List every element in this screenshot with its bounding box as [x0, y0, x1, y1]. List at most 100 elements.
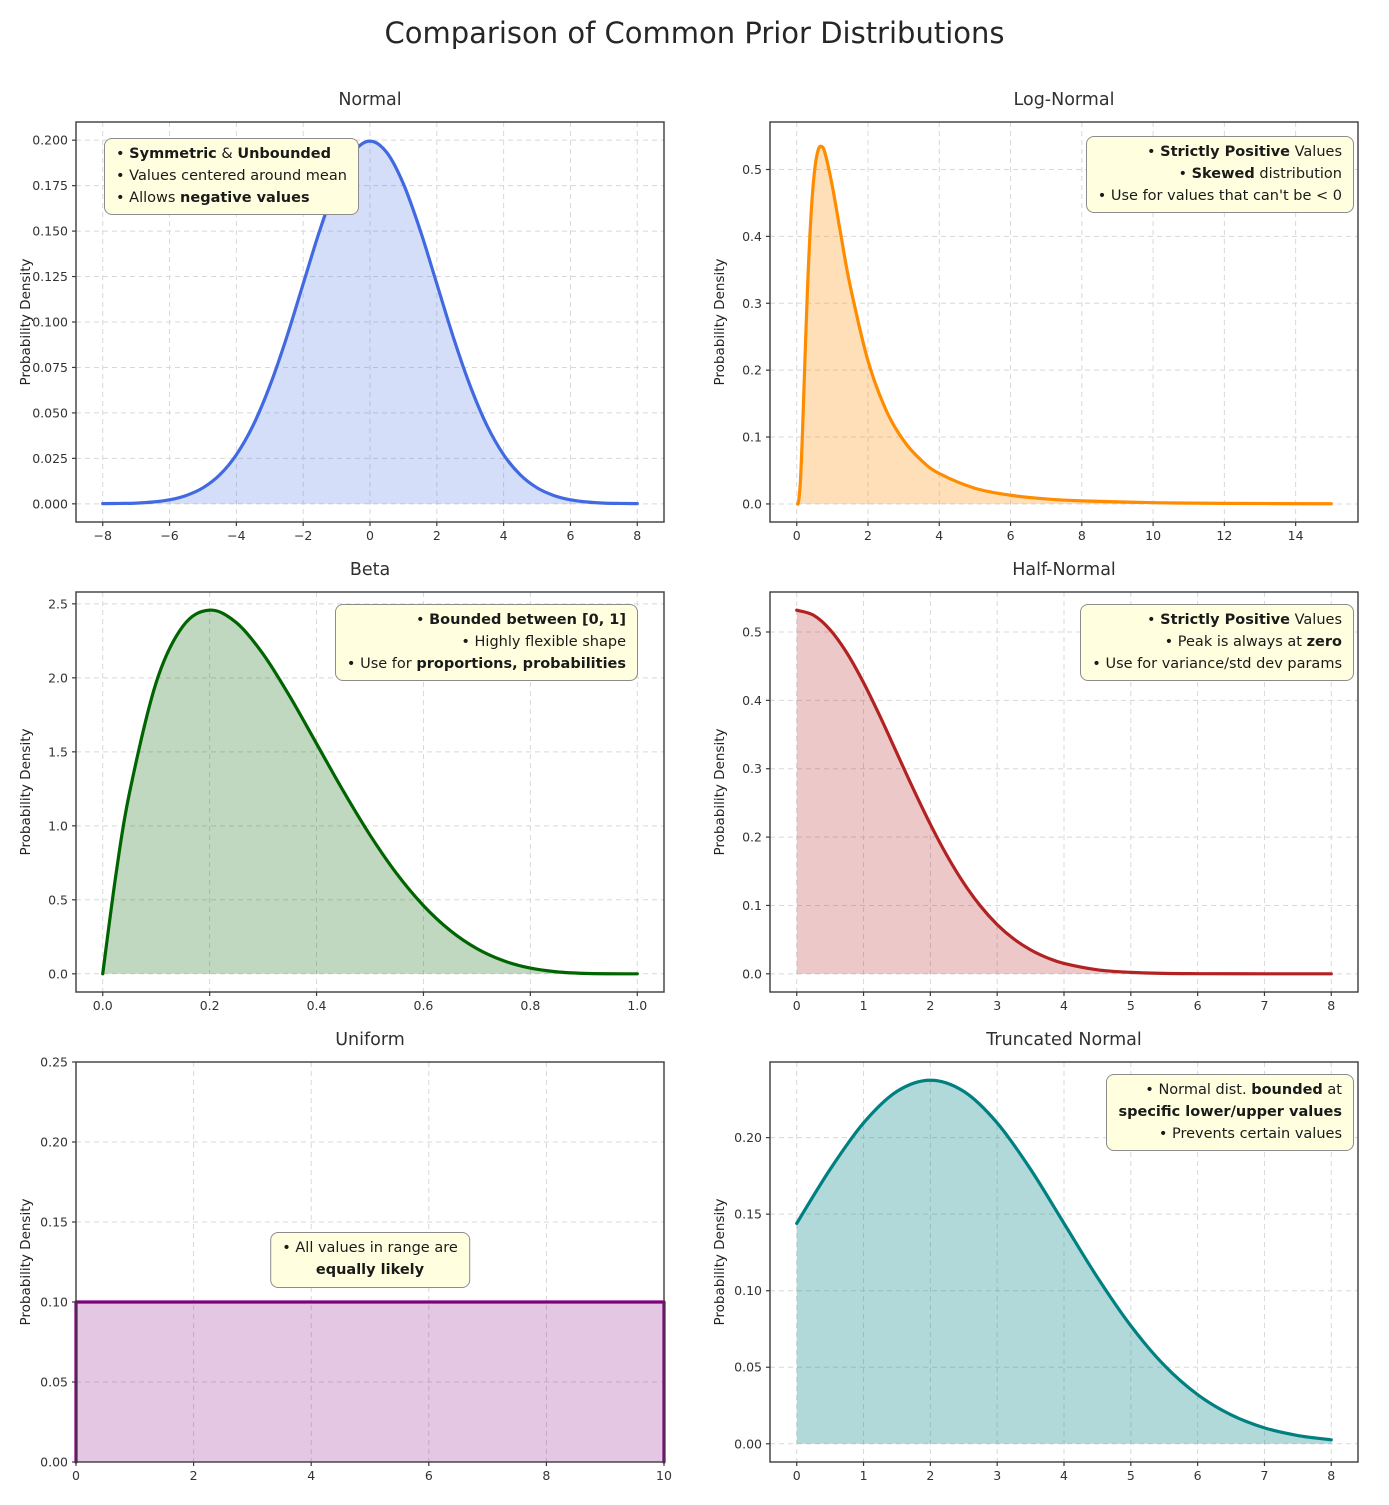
gridlines: [76, 122, 664, 522]
y-tick-label: 0.20: [734, 1130, 762, 1145]
annotation-bold-text: equally likely: [315, 1261, 425, 1278]
normal-density-plot: −8 −6 −4 −2 0 2 4 6 8 0.000 0.025 0.050 0.075 0.100 0.…: [18, 121, 665, 543]
axes-frame: [769, 121, 1359, 523]
annotation-text: • Use for values that can't be < 0: [1097, 187, 1342, 204]
y-tick-label: 0.5: [742, 624, 762, 639]
density-curve: [101, 608, 639, 976]
annotation-line: • Strictly Positive Values: [1098, 142, 1342, 164]
y-tick-label: 0.2: [742, 363, 762, 378]
annotation-box: • Symmetric & Unbounded • Values centered…: [104, 138, 359, 216]
y-tick-label: 0.4: [742, 229, 762, 244]
annotation-text: Values: [1290, 144, 1342, 160]
y-tick-label: 2.5: [48, 596, 68, 611]
x-tick-label: 0.8: [520, 998, 540, 1013]
x-tick-label: 2: [926, 1468, 934, 1483]
x-tick-label: 10: [1145, 528, 1161, 543]
y-tick-label: 0.00: [734, 1436, 762, 1451]
chart-title: Beta: [349, 560, 391, 580]
x-tick-label: 0: [72, 1468, 80, 1483]
annotation-bold-text: zero: [1306, 633, 1342, 650]
x-tick-label: 3: [993, 998, 1001, 1013]
y-tick-label: 0.025: [32, 451, 68, 466]
y-tick-label: 1.0: [48, 818, 68, 833]
y-tick-label: 0.5: [742, 162, 762, 177]
density-fill: [796, 1080, 1332, 1444]
x-tick-label: 6: [566, 528, 574, 543]
x-tick-label: 0: [366, 528, 374, 543]
y-tick-label: 0.25: [40, 1055, 68, 1070]
annotation-bold-text: Strictly Positive: [1160, 612, 1291, 628]
density-fill: [797, 146, 1332, 505]
x-tick-label: 12: [1216, 528, 1232, 543]
annotation-text: • Peak is always at: [1164, 633, 1307, 650]
annotation-text: •: [1146, 144, 1161, 160]
x-tick-label: 4: [1060, 998, 1068, 1013]
annotation-text: • Highly flexible shape: [461, 633, 626, 650]
density-fill: [102, 141, 638, 504]
tick-labels: 0 2 4 6 8 10 12 14 0.0 0.1 0.2 0.3 0.4 0.5: [742, 162, 1304, 543]
annotation-bold-text: Symmetric: [129, 146, 217, 162]
figure-header: Comparison of Common Prior Distributions: [0, 0, 1389, 88]
x-tick-label: 6: [425, 1468, 433, 1483]
y-axis-label: Probability Density: [18, 1199, 34, 1326]
log-normal-density-plot: 0 2 4 6 8 10 12 14 0.0 0.1 0.2 0.3 0.4 0.5 Probability…: [712, 121, 1359, 543]
annotation-text: • Use for variance/std dev params: [1092, 655, 1342, 672]
annotation-text: •: [1178, 165, 1192, 182]
uniform-density-plot: 0 2 4 6 8 10 0.00 0.05 0.10 0.15 0.20 0.25 Probabili…: [18, 1055, 672, 1484]
y-tick-label: 0.100: [32, 315, 68, 330]
axes-frame: [75, 1061, 665, 1463]
x-tick-label: 8: [1327, 998, 1335, 1013]
x-tick-label: 7: [1260, 998, 1268, 1013]
x-tick-label: 0: [793, 1468, 801, 1483]
y-tick-label: 0.15: [40, 1215, 68, 1230]
x-tick-label: 8: [542, 1468, 550, 1483]
y-tick-label: 0.2: [742, 830, 762, 845]
chart-title: Log-Normal: [1013, 90, 1115, 110]
y-axis-label: Probability Density: [712, 1199, 728, 1326]
chart-panel-log-normal: Log-Normal 0 2 4 6 8 10 12 14 0.0 0.1 0.2 0.3 0.4 0.5…: [694, 88, 1388, 558]
chart-panel-uniform: Uniform 0 2 4 6 8 10 0.00 0.05 0.10 0.15 0.20 0.25 P…: [0, 1028, 694, 1498]
x-tick-label: 3: [993, 1468, 1001, 1483]
y-tick-label: 0.050: [32, 405, 68, 420]
figure-title: Comparison of Common Prior Distributions: [384, 16, 1005, 50]
annotation-line: • Bounded between [0, 1]: [347, 610, 626, 632]
plot-area: 0 2 4 6 8 10 12 14 0.0 0.1 0.2 0.3 0.4 0.5 Probability…: [708, 114, 1368, 554]
x-tick-label: 14: [1288, 528, 1304, 543]
y-tick-label: 0.00: [40, 1455, 68, 1470]
annotation-box: • Strictly Positive Values • Peak is alwa…: [1080, 604, 1354, 682]
annotation-line: specific lower/upper values: [1118, 1102, 1342, 1124]
x-tick-label: 5: [1127, 1468, 1135, 1483]
annotation-line: • Highly flexible shape: [347, 632, 626, 654]
x-tick-label: 4: [500, 528, 508, 543]
chart-panel-normal: Normal −8 −6 −4 −2 0 2 4 6 8 0.000 0.025 0.050 0.075…: [0, 88, 694, 558]
x-tick-label: 4: [935, 528, 943, 543]
density-fill: [102, 610, 638, 974]
y-tick-label: 0.4: [742, 693, 762, 708]
annotation-line: • Symmetric & Unbounded: [116, 144, 347, 166]
annotation-bold-text: Bounded between [0, 1]: [429, 612, 626, 628]
y-axis-label: Probability Density: [18, 259, 34, 386]
x-tick-label: 8: [1327, 1468, 1335, 1483]
x-tick-label: 1: [860, 1468, 868, 1483]
annotation-line: • Strictly Positive Values: [1092, 610, 1342, 632]
tick-labels: 0.0 0.2 0.4 0.6 0.8 1.0 0.0 0.5 1.0 1.5 2.0 2.5: [48, 596, 647, 1013]
annotation-line: • Peak is always at zero: [1092, 632, 1342, 654]
annotation-box: • Normal dist. bounded at specific lower/…: [1106, 1074, 1354, 1152]
y-tick-label: 0.3: [742, 761, 762, 776]
charts-grid: Normal −8 −6 −4 −2 0 2 4 6 8 0.000 0.025 0.050 0.075…: [0, 88, 1388, 1498]
y-tick-label: 0.20: [40, 1135, 68, 1150]
x-tick-label: 1.0: [627, 998, 647, 1013]
x-tick-label: 0.4: [307, 998, 327, 1013]
y-tick-label: 0.05: [734, 1360, 762, 1375]
y-tick-label: 0.10: [734, 1283, 762, 1298]
annotation-text: •: [116, 146, 130, 162]
annotation-line: • Normal dist. bounded at: [1118, 1080, 1342, 1102]
annotation-text: •: [1146, 612, 1161, 628]
chart-title: Half-Normal: [1012, 560, 1116, 580]
beta-density-plot: 0.0 0.2 0.4 0.6 0.8 1.0 0.0 0.5 1.0 1.5 2.0 2.5 Prob…: [18, 591, 665, 1013]
y-tick-label: 0.3: [742, 296, 762, 311]
annotation-line: • Use for values that can't be < 0: [1098, 186, 1342, 208]
annotation-line: • Use for proportions, probabilities: [347, 654, 626, 676]
density-fill: [796, 610, 1332, 974]
plot-area: 0 1 2 3 4 5 6 7 8 0.0 0.1 0.2 0.3 0.4 0.5 Probability D…: [708, 584, 1368, 1024]
